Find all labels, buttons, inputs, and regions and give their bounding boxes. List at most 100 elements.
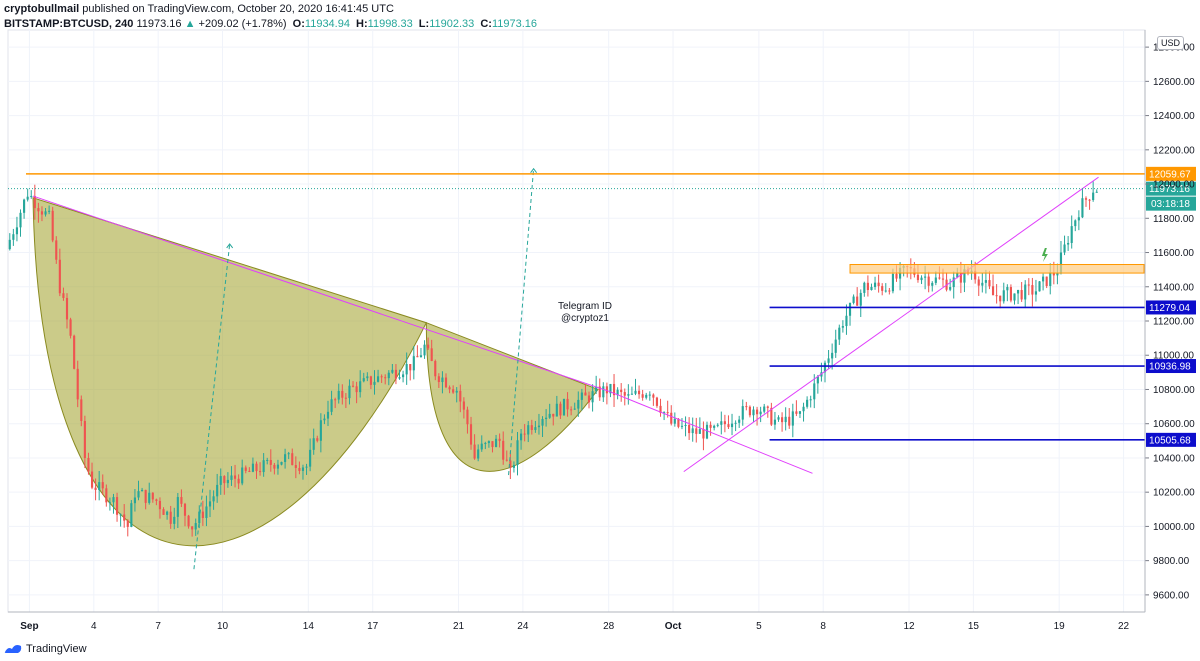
candle-body <box>291 453 294 466</box>
candle-body <box>409 364 412 371</box>
projection-arrow <box>193 243 231 570</box>
x-tick-label: 10 <box>217 621 229 632</box>
candle-body <box>809 399 812 401</box>
candle-body <box>355 386 358 393</box>
candle-body <box>545 417 548 420</box>
candle-body <box>773 419 777 425</box>
candle-body <box>952 277 955 288</box>
candle-body <box>841 326 844 328</box>
candle-body <box>823 362 827 373</box>
candle-body <box>205 506 208 518</box>
candle-body <box>244 467 247 471</box>
y-tick-label: 11200.00 <box>1153 317 1194 328</box>
candle-body <box>394 369 398 379</box>
candle-body <box>316 438 319 441</box>
candle-body <box>83 420 86 459</box>
candle-body <box>673 418 676 424</box>
candle-body <box>469 424 473 445</box>
candle-body <box>895 273 898 279</box>
candle-body <box>412 356 415 371</box>
author-name[interactable]: cryptobullmail <box>4 3 80 15</box>
candle-body <box>1067 242 1070 245</box>
x-tick-label: 15 <box>968 621 980 632</box>
candle-body <box>323 418 326 421</box>
candle-body <box>605 386 608 394</box>
candle-body <box>963 269 966 283</box>
y-axis[interactable]: 9600.00 9800.00 10000.00 10200.00 10400.00 10… <box>1144 30 1195 612</box>
low-label: L: <box>418 18 430 30</box>
candle-body <box>108 502 111 504</box>
candle-body <box>373 381 376 385</box>
candle-body <box>584 392 587 396</box>
descending-trendline <box>32 195 609 392</box>
candle-body <box>680 425 684 427</box>
lightning-icon <box>1041 247 1048 262</box>
candle-body <box>427 344 430 349</box>
candle-body <box>798 411 802 414</box>
candle-body <box>158 500 162 510</box>
candle-body <box>441 377 444 383</box>
candle-body <box>251 463 254 472</box>
symbol-label[interactable]: BITSTAMP:BTCUSD, 240 <box>4 18 134 30</box>
up-arrow-icon: ▲ <box>184 18 196 30</box>
candle-body <box>630 393 633 395</box>
candle-body <box>444 377 448 388</box>
candle-body <box>212 496 215 502</box>
footer: TradingView <box>4 640 87 658</box>
countdown-label: 03:18:18 <box>1151 199 1190 210</box>
candle-body <box>1081 198 1084 218</box>
candle-body <box>738 419 741 423</box>
candle-body <box>341 390 344 398</box>
candle-body <box>802 406 805 412</box>
price-level-tag <box>1146 359 1196 374</box>
candle-body <box>484 443 487 445</box>
candle-body <box>201 511 204 518</box>
candle-body <box>734 422 737 424</box>
candle-body <box>838 327 841 340</box>
candle-body <box>974 270 977 280</box>
candle-body <box>494 438 498 448</box>
currency-badge[interactable]: USD <box>1157 36 1185 50</box>
candle-body <box>620 389 623 393</box>
candle-body <box>520 433 523 441</box>
candle-body <box>695 428 698 434</box>
candle-body <box>173 516 176 524</box>
countdown-tag <box>1146 196 1196 211</box>
candle-body <box>337 390 340 400</box>
candle-body <box>659 405 662 413</box>
candle-body <box>816 376 819 384</box>
x-tick-label: 24 <box>517 621 529 632</box>
candle-body <box>623 392 626 396</box>
candle-body <box>541 419 544 426</box>
candle-body <box>916 274 920 281</box>
candle-body <box>1038 281 1041 292</box>
candle-body <box>866 282 869 291</box>
candle-body <box>44 211 47 215</box>
last-price-label: 11973.16 <box>1149 184 1190 195</box>
candle-body <box>126 520 129 527</box>
candle-body <box>616 389 619 396</box>
candle-body <box>233 475 237 479</box>
candle-body <box>23 199 26 213</box>
candle-body <box>645 394 648 398</box>
candle-body <box>763 406 766 412</box>
candle-body <box>48 210 51 212</box>
candle-body <box>759 411 762 415</box>
candle-body <box>748 406 751 416</box>
x-axis[interactable]: Sep 4 7 10 14 17 21 24 28 Oct 5 8 12 15 19 22 <box>8 611 1145 632</box>
candle-body <box>852 296 855 303</box>
candle-body <box>834 339 837 353</box>
low-value: 11902.33 <box>429 18 475 30</box>
candle-body <box>491 441 494 448</box>
candle-body <box>527 425 530 435</box>
candle-body <box>1002 290 1005 302</box>
candle-body <box>934 277 937 283</box>
candle-body <box>344 397 347 399</box>
projection-arrowhead <box>226 243 234 249</box>
candle-body <box>641 394 644 398</box>
candle-body <box>813 383 816 400</box>
candle-body <box>741 406 744 420</box>
candle-body <box>166 511 169 515</box>
candle-body <box>938 277 941 279</box>
